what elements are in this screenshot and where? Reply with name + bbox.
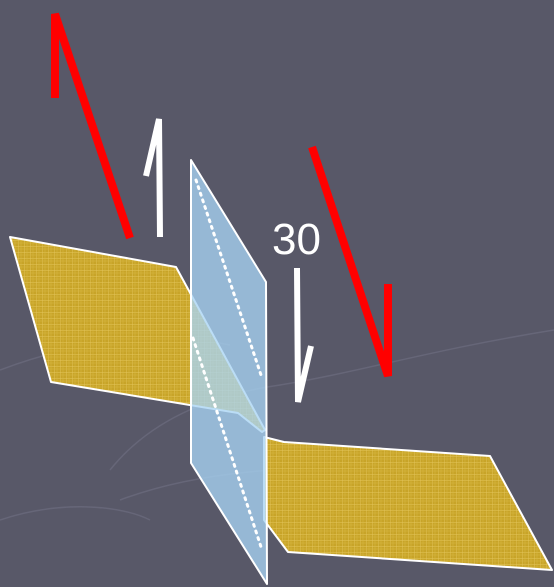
red-arrow-left [51,12,134,240]
white-arrow-up [143,118,163,238]
angle-label: 30 [272,215,321,264]
red-arrow-right [308,145,392,378]
right-layer-block [263,436,553,571]
fault-dotted-line-lower [191,336,264,552]
fault-dotted-line-upper [194,178,264,380]
fault-plane [190,159,268,585]
white-arrow-down [294,267,314,403]
